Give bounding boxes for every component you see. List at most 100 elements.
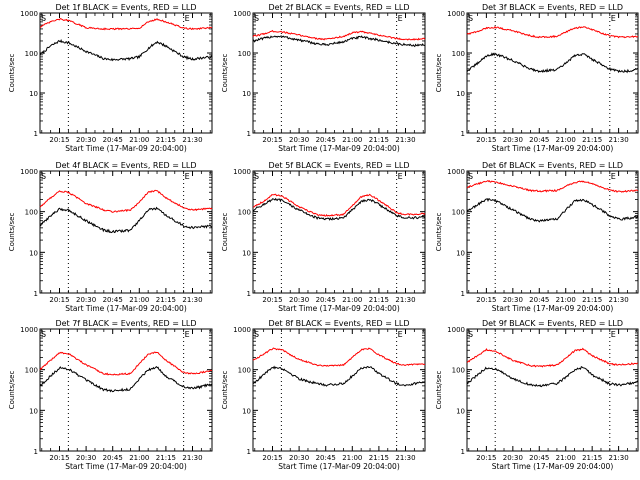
chart-panel-4: Det 4f BLACK = Events, RED = LLD 1 10 100 10… bbox=[8, 161, 213, 313]
y-tick-label: 10 bbox=[456, 90, 465, 98]
series-line-lld bbox=[466, 25, 639, 39]
x-tick-label: 20:45 bbox=[103, 454, 123, 462]
chart-panel-6: Det 6f BLACK = Events, RED = LLD 1 10 100 10… bbox=[435, 161, 639, 313]
y-tick-label: 1000 bbox=[233, 168, 251, 176]
x-tick-label: 21:15 bbox=[582, 296, 602, 304]
end-marker: E bbox=[185, 172, 190, 181]
series-line-events bbox=[252, 35, 426, 48]
start-marker: S bbox=[468, 172, 473, 181]
chart-panel-3: Det 3f BLACK = Events, RED = LLD 1 10 100 10… bbox=[435, 3, 639, 153]
plot-frame bbox=[39, 170, 213, 294]
x-tick-label: 20:45 bbox=[103, 296, 123, 304]
x-tick-label: 21:00 bbox=[556, 454, 576, 462]
plot-frame bbox=[466, 328, 639, 452]
y-tick-label: 100 bbox=[25, 209, 38, 217]
y-axis-label: Counts/sec bbox=[435, 213, 443, 252]
end-marker: E bbox=[611, 172, 616, 181]
x-tick-label: 20:30 bbox=[76, 136, 96, 144]
y-tick-label: 10 bbox=[456, 249, 465, 257]
y-tick-label: 1 bbox=[34, 448, 38, 456]
y-tick-label: 1 bbox=[461, 130, 465, 138]
x-tick-label: 20:45 bbox=[529, 454, 549, 462]
y-tick-label: 1 bbox=[247, 290, 251, 298]
y-axis-label: Counts/sec bbox=[8, 213, 16, 252]
x-axis-label: Start Time (17-Mar-09 20:04:00) bbox=[65, 462, 187, 471]
y-tick-label: 10 bbox=[29, 249, 38, 257]
x-tick-label: 21:30 bbox=[395, 136, 415, 144]
start-marker: S bbox=[41, 330, 46, 339]
plot-frame bbox=[39, 328, 213, 452]
y-tick-label: 1000 bbox=[233, 10, 251, 18]
chart-title: Det 3f BLACK = Events, RED = LLD bbox=[482, 3, 623, 12]
x-tick-label: 21:00 bbox=[129, 136, 149, 144]
series-line-lld bbox=[39, 18, 213, 31]
y-tick-label: 1 bbox=[461, 448, 465, 456]
x-tick-label: 21:00 bbox=[556, 296, 576, 304]
x-tick-label: 21:30 bbox=[182, 136, 202, 144]
end-marker: E bbox=[398, 14, 403, 23]
end-marker: E bbox=[398, 330, 403, 339]
start-marker: S bbox=[41, 172, 46, 181]
chart-title: Det 8f BLACK = Events, RED = LLD bbox=[268, 319, 409, 328]
x-axis-label: Start Time (17-Mar-09 20:04:00) bbox=[492, 462, 614, 471]
y-tick-label: 100 bbox=[238, 367, 251, 375]
x-tick-label: 20:45 bbox=[316, 454, 336, 462]
y-tick-label: 1000 bbox=[447, 10, 465, 18]
x-tick-label: 21:15 bbox=[156, 454, 176, 462]
series-line-events bbox=[39, 366, 213, 393]
x-tick-label: 21:00 bbox=[342, 136, 362, 144]
y-tick-label: 100 bbox=[452, 367, 465, 375]
y-tick-label: 100 bbox=[452, 50, 465, 58]
x-tick-label: 20:30 bbox=[289, 296, 309, 304]
x-axis-label: Start Time (17-Mar-09 20:04:00) bbox=[278, 304, 400, 313]
y-tick-label: 100 bbox=[238, 209, 251, 217]
x-axis-label: Start Time (17-Mar-09 20:04:00) bbox=[278, 144, 400, 153]
end-marker: E bbox=[611, 14, 616, 23]
y-tick-label: 1 bbox=[34, 290, 38, 298]
x-tick-label: 20:15 bbox=[262, 454, 282, 462]
y-tick-label: 1 bbox=[247, 448, 251, 456]
chart-panel-5: Det 5f BLACK = Events, RED = LLD 1 10 100 10… bbox=[221, 161, 426, 313]
y-tick-label: 100 bbox=[25, 50, 38, 58]
x-tick-label: 21:30 bbox=[395, 454, 415, 462]
series-line-lld bbox=[466, 347, 639, 368]
chart-title: Det 2f BLACK = Events, RED = LLD bbox=[268, 3, 409, 12]
chart-panel-8: Det 8f BLACK = Events, RED = LLD 1 10 100 10… bbox=[221, 319, 426, 471]
start-marker: S bbox=[41, 14, 46, 23]
series-line-lld bbox=[252, 193, 426, 217]
x-tick-label: 21:15 bbox=[156, 296, 176, 304]
x-tick-label: 20:45 bbox=[103, 136, 123, 144]
x-tick-label: 20:15 bbox=[476, 296, 496, 304]
y-axis-label: Counts/sec bbox=[221, 54, 229, 93]
x-tick-label: 20:30 bbox=[503, 136, 523, 144]
x-tick-label: 20:45 bbox=[529, 296, 549, 304]
series-line-events bbox=[252, 197, 426, 221]
plot-frame bbox=[252, 328, 426, 452]
x-tick-label: 20:15 bbox=[49, 296, 69, 304]
chart-title: Det 9f BLACK = Events, RED = LLD bbox=[482, 319, 623, 328]
y-tick-label: 10 bbox=[456, 407, 465, 415]
y-tick-label: 10 bbox=[242, 90, 251, 98]
plot-frame bbox=[466, 170, 639, 294]
x-axis-label: Start Time (17-Mar-09 20:04:00) bbox=[492, 144, 614, 153]
y-tick-label: 100 bbox=[238, 50, 251, 58]
x-tick-label: 20:45 bbox=[316, 296, 336, 304]
x-tick-label: 21:15 bbox=[582, 136, 602, 144]
plot-frame bbox=[39, 12, 213, 134]
series-line-lld bbox=[39, 189, 213, 213]
chart-title: Det 4f BLACK = Events, RED = LLD bbox=[55, 161, 196, 170]
y-axis-label: Counts/sec bbox=[221, 371, 229, 410]
y-axis-label: Counts/sec bbox=[221, 213, 229, 252]
x-tick-label: 20:45 bbox=[529, 136, 549, 144]
x-tick-label: 21:15 bbox=[582, 454, 602, 462]
plot-frame bbox=[252, 170, 426, 294]
x-tick-label: 20:30 bbox=[76, 296, 96, 304]
series-line-lld bbox=[252, 347, 426, 367]
end-marker: E bbox=[185, 330, 190, 339]
x-tick-label: 21:15 bbox=[369, 296, 389, 304]
x-tick-label: 21:30 bbox=[609, 454, 629, 462]
x-tick-label: 20:30 bbox=[503, 454, 523, 462]
x-tick-label: 21:00 bbox=[129, 454, 149, 462]
plot-frame bbox=[252, 12, 426, 134]
x-tick-label: 20:30 bbox=[289, 136, 309, 144]
